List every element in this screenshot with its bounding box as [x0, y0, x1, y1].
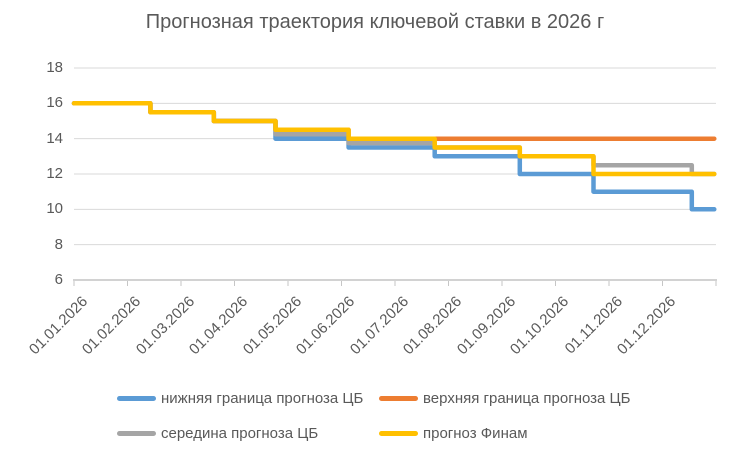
y-axis-label: 10 [46, 200, 63, 218]
y-axis-label: 12 [46, 165, 63, 182]
y-axis-label: 6 [54, 271, 63, 288]
legend-item-lower-bound-cb: нижняя граница прогноза ЦБ [117, 381, 379, 416]
y-axis-label: 18 [46, 59, 63, 76]
y-axis-label: 14 [46, 129, 63, 147]
series-line-finam-forecast [71, 101, 717, 177]
legend-item-finam-forecast: прогноз Финам [379, 416, 631, 450]
legend-item-mid-cb: середина прогноза ЦБ [117, 416, 379, 450]
legend-marker-mid-cb [117, 431, 156, 436]
plot-area [71, 67, 717, 286]
chart-title: Прогнозная траектория ключевой ставки в … [145, 11, 605, 33]
legend-label-lower-bound-cb: нижняя граница прогноза ЦБ [161, 390, 364, 407]
legend-marker-lower-bound-cb [117, 396, 156, 401]
legend-marker-upper-bound-cb [379, 396, 418, 401]
legend-label-upper-bound-cb: верхняя граница прогноза ЦБ [423, 390, 631, 407]
legend-marker-finam-forecast [379, 431, 418, 436]
series-line-upper-bound-cb [71, 101, 717, 141]
y-axis-label: 8 [54, 235, 63, 253]
legend-item-upper-bound-cb: верхняя граница прогноза ЦБ [379, 381, 631, 416]
y-axis-label: 16 [46, 94, 63, 112]
legend-label-finam-forecast: прогноз Финам [423, 425, 528, 442]
series-line-lower-bound-cb [71, 101, 717, 212]
legend: нижняя граница прогноза ЦБ верхняя грани… [117, 381, 631, 450]
legend-label-mid-cb: середина прогноза ЦБ [161, 425, 319, 442]
